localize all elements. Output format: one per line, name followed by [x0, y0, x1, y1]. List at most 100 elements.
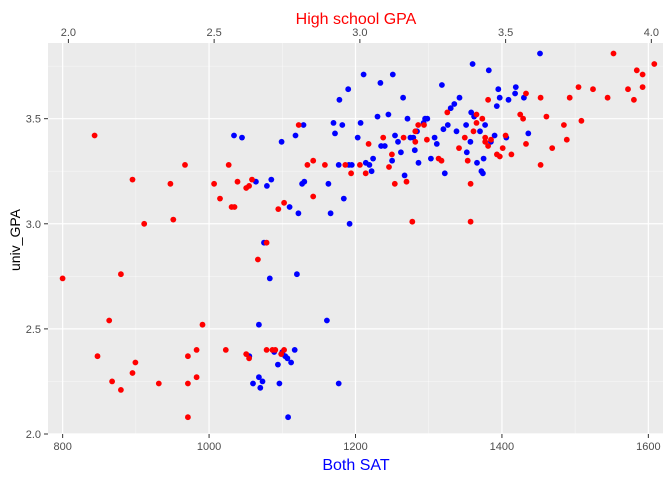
hs-gpa-point: [461, 134, 468, 141]
sat-point: [268, 176, 275, 183]
hs-gpa-point: [106, 317, 113, 324]
sat-point: [447, 105, 454, 112]
hs-gpa-point: [275, 206, 282, 213]
sat-point: [374, 113, 381, 120]
hs-gpa-point: [409, 218, 416, 225]
hs-gpa-point: [590, 86, 596, 93]
sat-point: [456, 94, 463, 101]
hs-gpa-point: [249, 176, 255, 183]
sat-point: [441, 170, 448, 177]
hs-gpa-point: [357, 162, 363, 168]
hs-gpa-point: [464, 157, 471, 164]
hs-gpa-point: [566, 94, 573, 101]
sat-point: [477, 128, 483, 135]
hs-gpa-point: [182, 162, 188, 168]
sat-point: [370, 155, 376, 162]
hs-gpa-point: [502, 132, 509, 139]
hs-gpa-point: [243, 351, 250, 357]
y-tick-label: 2.0: [26, 429, 41, 441]
x-tick-label: 800: [53, 441, 71, 453]
sat-point: [377, 80, 384, 86]
sat-series: [231, 50, 543, 421]
hs-gpa-series: [59, 50, 658, 421]
sat-point: [411, 147, 418, 154]
sat-point: [336, 96, 343, 103]
sat-point: [392, 132, 398, 139]
sat-point: [398, 149, 404, 156]
hs-gpa-point: [272, 347, 279, 353]
hs-gpa-point: [473, 111, 480, 118]
hs-gpa-point: [639, 71, 646, 78]
x-axis-bottom: 800 1000 1200 1400 1600: [53, 434, 661, 453]
hs-gpa-point: [263, 239, 270, 246]
hs-gpa-point: [631, 96, 637, 103]
sat-point: [325, 180, 332, 187]
sat-point: [231, 132, 237, 139]
hs-gpa-point: [563, 136, 570, 143]
sat-point: [291, 347, 298, 353]
sat-point: [324, 317, 330, 324]
hs-gpa-point: [278, 351, 285, 357]
sat-point: [348, 162, 355, 168]
hs-gpa-point: [412, 138, 419, 145]
y-tick-label: 3.0: [26, 219, 41, 231]
hs-gpa-point: [561, 122, 567, 128]
hs-gpa-point: [482, 134, 489, 141]
hs-gpa-point: [199, 321, 206, 328]
hs-gpa-point: [549, 145, 556, 152]
sat-point: [491, 132, 498, 139]
sat-point: [424, 115, 431, 122]
sat-point: [256, 321, 262, 328]
hs-gpa-point: [310, 193, 317, 200]
sat-point: [440, 126, 447, 133]
sat-point: [256, 374, 262, 381]
sat-point: [451, 101, 458, 107]
hs-gpa-point: [391, 180, 398, 187]
hs-gpa-point: [94, 353, 101, 360]
hs-gpa-point: [517, 111, 524, 118]
sat-point: [284, 355, 291, 362]
sat-point: [385, 111, 392, 118]
sat-point: [335, 162, 342, 168]
sat-point: [415, 159, 422, 166]
sat-point: [278, 138, 285, 145]
hs-gpa-point: [496, 153, 503, 160]
sat-point: [468, 109, 475, 116]
hs-gpa-point: [231, 204, 238, 210]
hs-gpa-point: [118, 271, 124, 278]
hs-gpa-point: [488, 136, 494, 143]
sat-point: [259, 378, 266, 385]
sat-point: [525, 130, 532, 137]
hs-gpa-point: [473, 120, 480, 126]
hs-gpa-point: [400, 134, 407, 141]
sat-point: [433, 141, 440, 147]
hs-gpa-point: [412, 128, 419, 135]
sat-point: [292, 132, 299, 139]
hs-gpa-point: [421, 122, 427, 128]
hs-gpa-point: [141, 220, 148, 227]
sat-point: [480, 155, 487, 162]
y-axis-title: univ_GPA: [7, 208, 23, 271]
x2-tick-label: 2.0: [61, 27, 76, 39]
x-tick-label: 1400: [490, 441, 514, 453]
x-tick-label: 1600: [636, 441, 660, 453]
sat-point: [286, 204, 293, 210]
sat-point: [346, 220, 353, 227]
sat-point: [285, 414, 291, 421]
hs-gpa-point: [523, 141, 529, 147]
hs-gpa-point: [348, 170, 354, 177]
sat-point: [404, 115, 411, 122]
hs-gpa-point: [485, 143, 491, 149]
sat-point: [360, 71, 367, 78]
sat-point: [294, 271, 300, 278]
sat-point: [439, 82, 445, 88]
hs-gpa-point: [610, 50, 617, 57]
hs-gpa-point: [304, 162, 311, 168]
hs-gpa-point: [281, 199, 287, 206]
sat-point: [339, 122, 346, 128]
y-axis-left: 2.0 2.5 3.0 3.5: [26, 114, 48, 441]
sat-point: [264, 183, 270, 189]
sat-point: [463, 149, 470, 156]
hs-gpa-point: [362, 170, 369, 177]
hs-gpa-point: [132, 359, 139, 366]
